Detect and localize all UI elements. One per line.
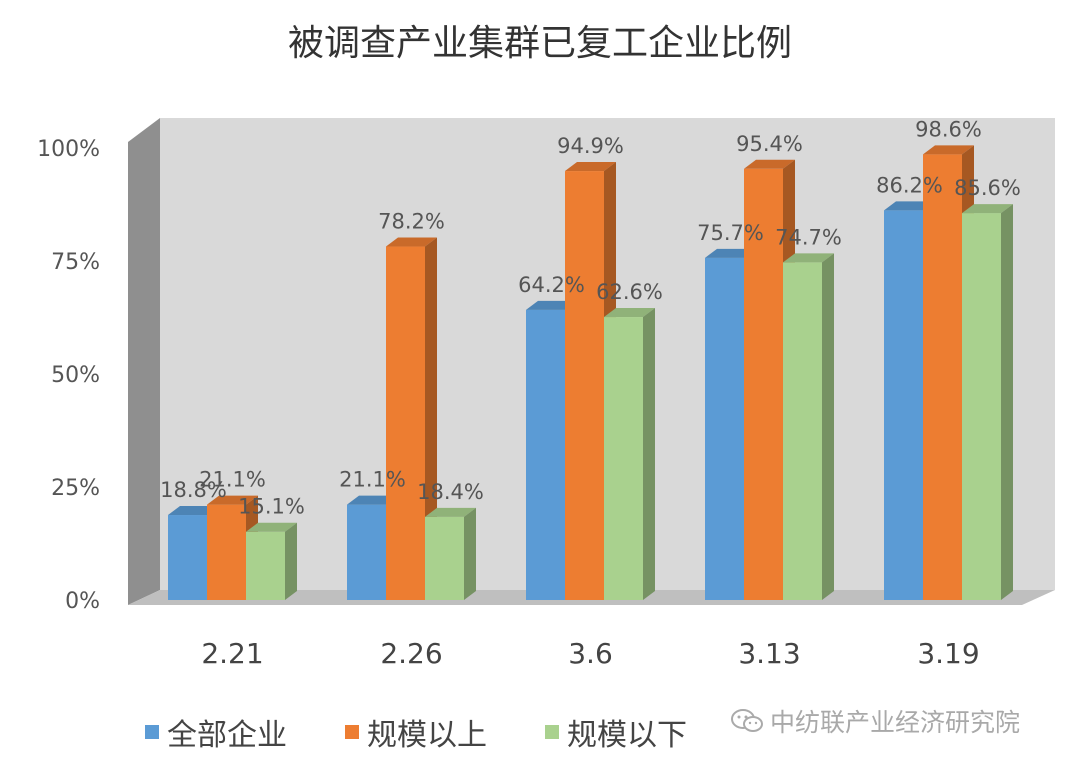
data-label: 75.7%	[697, 221, 764, 245]
bar-front	[207, 504, 246, 600]
bar-top	[744, 159, 795, 169]
watermark-text: 中纺联产业经济研究院	[770, 708, 1021, 737]
bar	[783, 253, 834, 600]
bar-side	[464, 507, 476, 600]
bar	[246, 522, 297, 600]
bar-top	[347, 495, 398, 505]
bar-top	[246, 522, 297, 532]
data-label: 85.6%	[954, 176, 1021, 200]
bar-front	[565, 171, 604, 600]
legend-swatch	[345, 725, 359, 739]
bar-top	[923, 145, 974, 155]
bar-side	[1001, 204, 1013, 600]
bar-front	[923, 154, 962, 600]
data-label: 94.9%	[557, 134, 624, 158]
legend-item: 规模以上	[345, 710, 487, 754]
y-tick-label: 75%	[51, 250, 100, 275]
data-label: 98.6%	[915, 117, 982, 141]
bar-top	[386, 237, 437, 247]
bar-top	[604, 308, 655, 318]
y-tick-label: 0%	[65, 589, 100, 614]
bar-top	[962, 204, 1013, 214]
y-tick-label: 100%	[37, 137, 100, 162]
chart-bars	[168, 145, 1013, 601]
x-tick-label: 3.19	[917, 637, 979, 670]
bar-top	[565, 162, 616, 172]
wechat-icon	[731, 709, 763, 732]
bar-top	[207, 495, 258, 505]
bar	[604, 308, 655, 600]
bar-top	[168, 506, 219, 516]
bar-top	[783, 253, 834, 263]
legend-item: 规模以下	[545, 710, 687, 754]
bar-front	[783, 262, 822, 600]
bar-front	[705, 257, 744, 600]
bar-front	[526, 309, 565, 600]
side-wall	[128, 118, 160, 605]
data-label: 86.2%	[876, 173, 943, 197]
data-labels: 18.8%21.1%15.1%21.1%78.2%18.4%64.2%94.9%…	[160, 117, 1021, 518]
bar-top	[526, 300, 577, 310]
data-label: 18.8%	[160, 478, 227, 502]
data-label: 64.2%	[518, 273, 585, 297]
y-axis: 0% 25% 50% 75% 100%	[37, 137, 100, 614]
bar-top	[705, 248, 756, 258]
x-tick-label: 2.26	[380, 637, 442, 670]
watermark: 中纺联产业经济研究院	[730, 703, 1020, 739]
chart-legend: 全部企业 规模以上 规模以下	[145, 710, 745, 754]
bar-top	[425, 507, 476, 517]
bar-front	[884, 210, 923, 600]
data-label: 18.4%	[417, 480, 484, 504]
bar	[386, 237, 437, 600]
x-tick-label: 3.13	[738, 637, 800, 670]
bar-front	[347, 504, 386, 600]
data-label: 78.2%	[378, 210, 445, 234]
bar	[425, 507, 476, 600]
legend-item: 全部企业	[145, 710, 287, 754]
data-label: 62.6%	[596, 280, 663, 304]
bar-side	[822, 253, 834, 600]
bar-side	[643, 308, 655, 600]
data-label: 15.1%	[238, 495, 305, 519]
x-tick-label: 3.6	[568, 637, 613, 670]
legend-label: 全部企业	[167, 718, 287, 753]
data-label: 95.4%	[736, 132, 803, 156]
y-tick-label: 50%	[51, 363, 100, 388]
bar-side	[285, 522, 297, 600]
data-label: 21.1%	[339, 468, 406, 492]
legend-swatch	[145, 725, 159, 739]
bar-front	[386, 246, 425, 600]
x-tick-label: 2.21	[201, 637, 263, 670]
bar	[962, 204, 1013, 600]
x-axis: 2.21 2.26 3.6 3.13 3.19	[201, 637, 979, 670]
data-label: 21.1%	[199, 468, 266, 492]
legend-label: 规模以下	[567, 718, 687, 753]
bar-front	[744, 168, 783, 601]
bar-front	[168, 515, 207, 600]
bar-front	[246, 531, 285, 600]
bar-front	[425, 516, 464, 600]
bar-top	[884, 201, 935, 211]
y-tick-label: 25%	[51, 476, 100, 501]
legend-swatch	[545, 725, 559, 739]
bar-front	[962, 213, 1001, 600]
bar-side	[425, 237, 437, 600]
chart-title: 被调查产业集群已复工企业比例	[287, 23, 792, 64]
data-label: 74.7%	[775, 225, 842, 249]
bar-front	[604, 317, 643, 600]
legend-label: 规模以上	[367, 718, 487, 753]
